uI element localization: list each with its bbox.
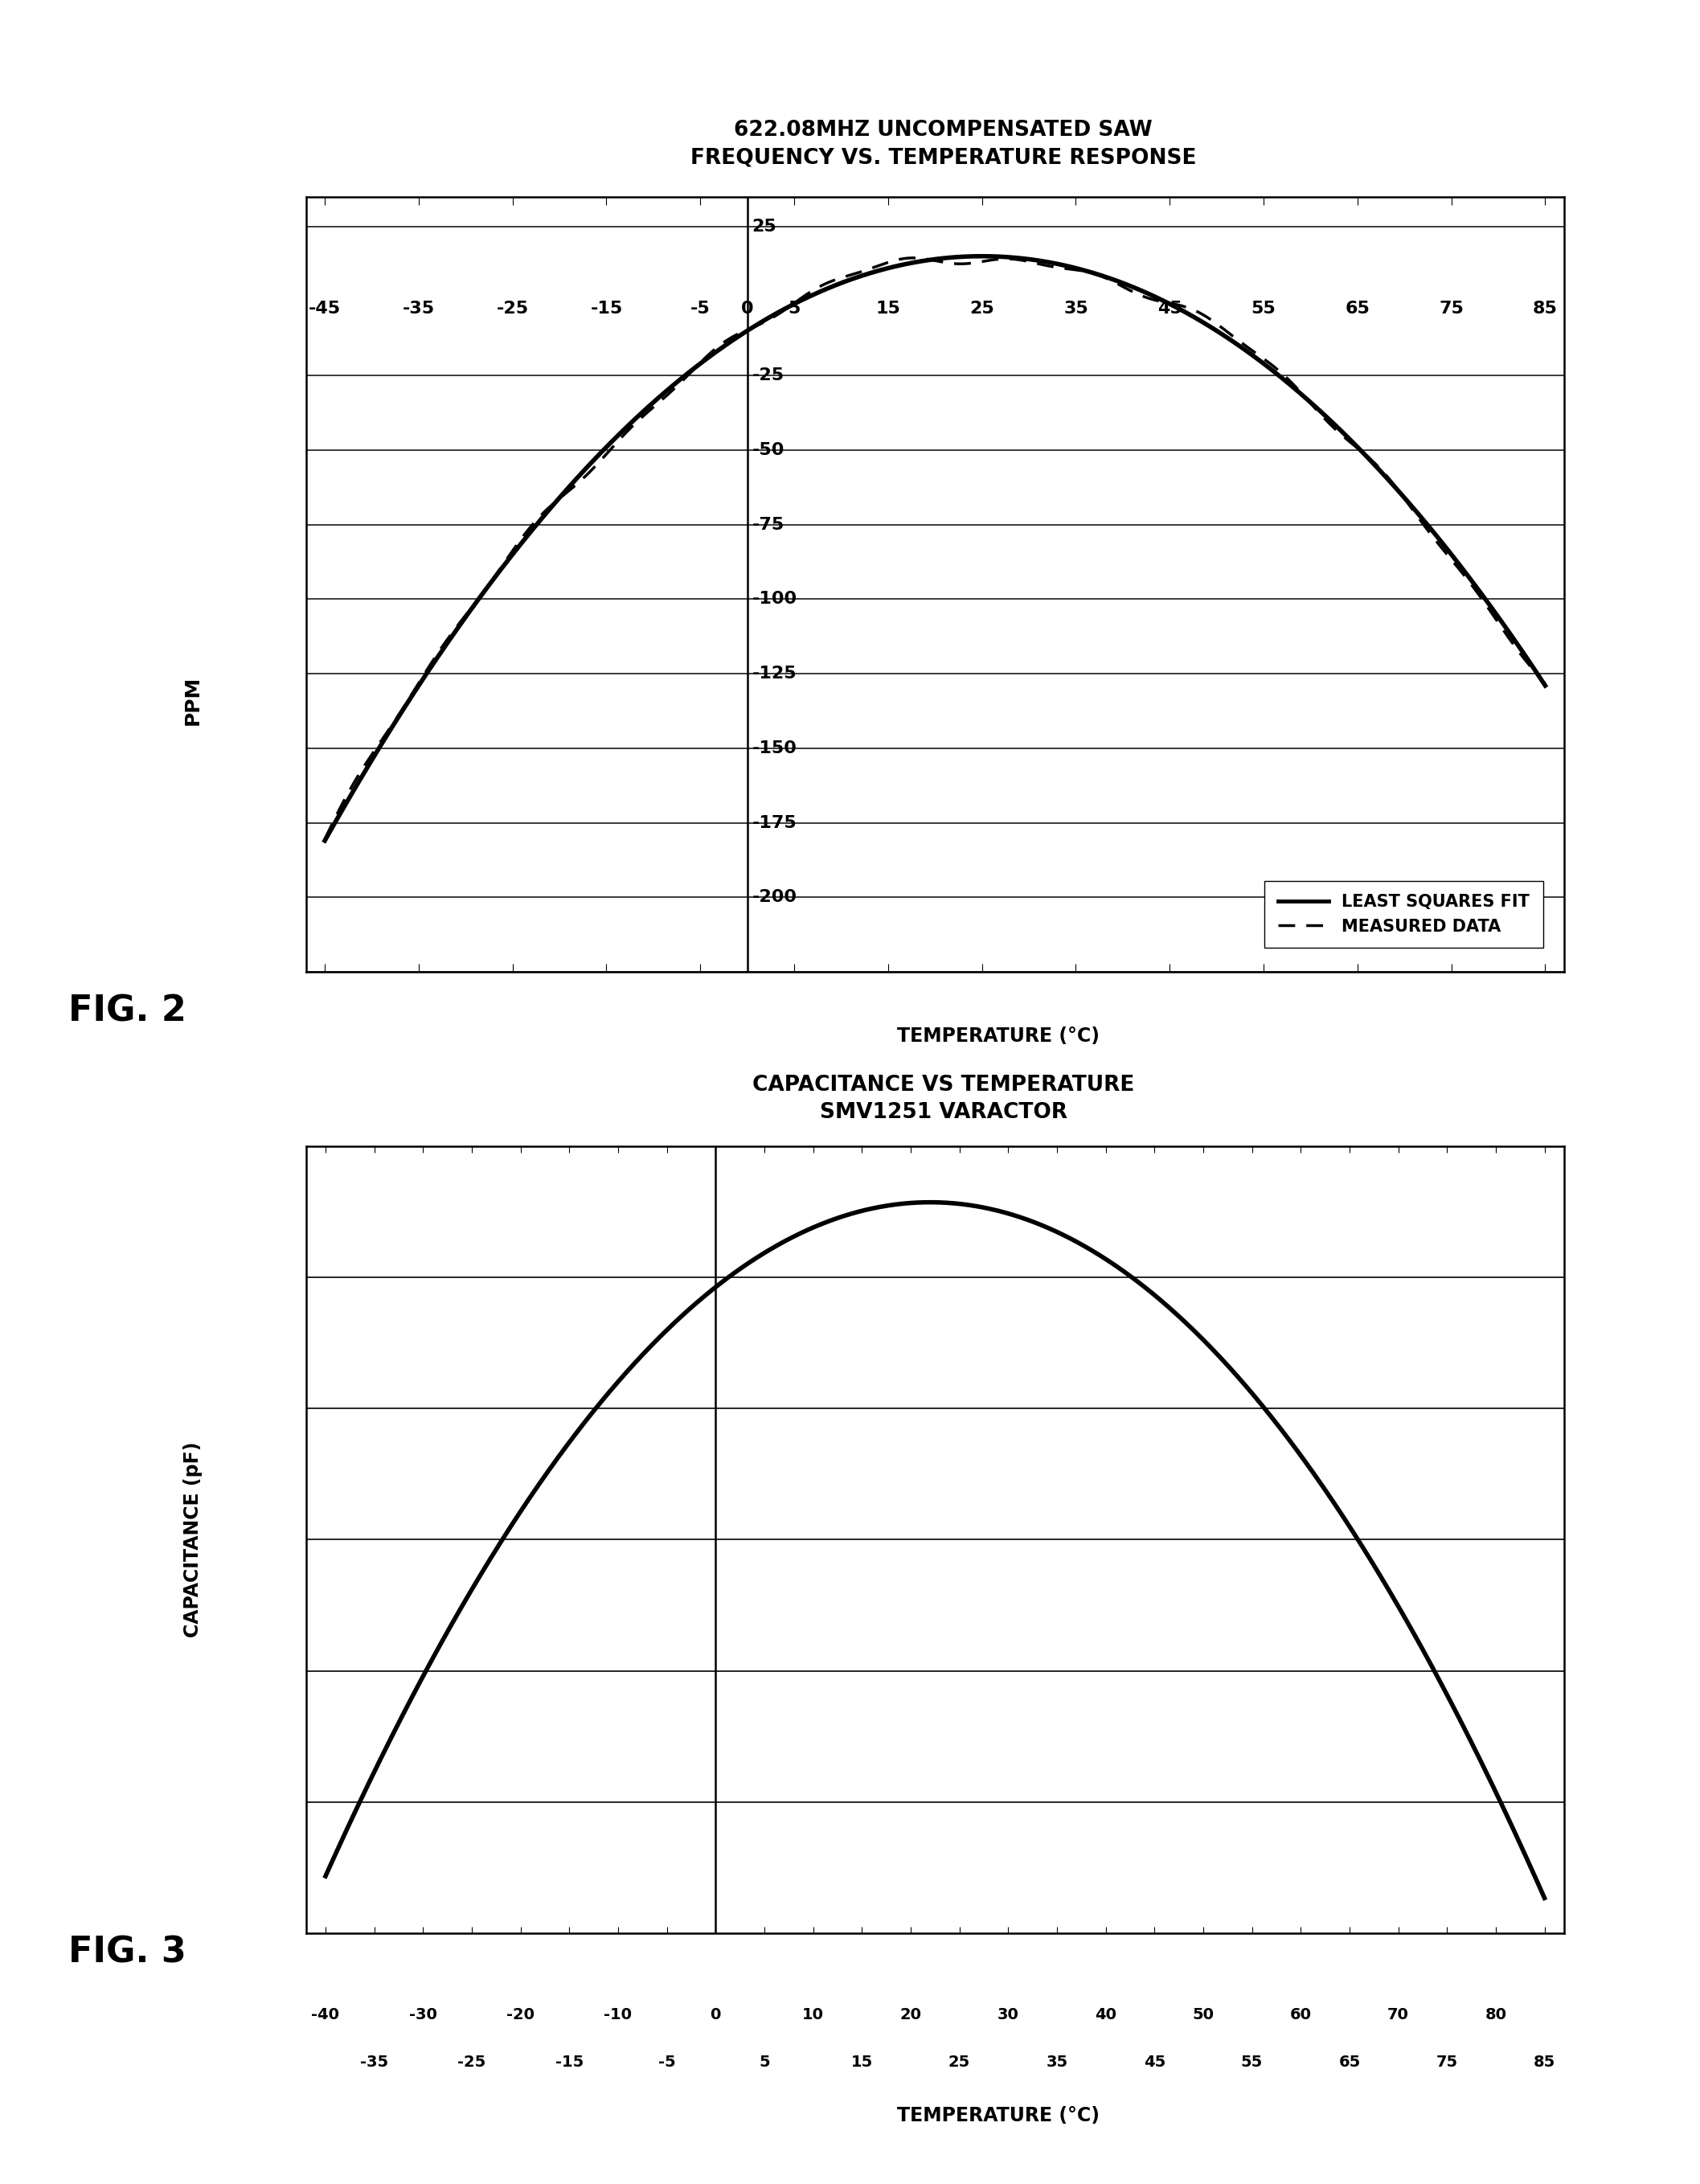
Text: 25: 25 (949, 2055, 971, 2070)
Text: -200: -200 (751, 889, 797, 906)
Text: -35: -35 (360, 2055, 388, 2070)
Text: 5: 5 (789, 301, 801, 317)
Text: 30: 30 (998, 2007, 1018, 2022)
Text: 622.08MHZ UNCOMPENSATED SAW
FREQUENCY VS. TEMPERATURE RESPONSE: 622.08MHZ UNCOMPENSATED SAW FREQUENCY VS… (690, 120, 1197, 168)
Text: 20: 20 (899, 2007, 921, 2022)
Text: -75: -75 (751, 518, 784, 533)
Text: -45: -45 (309, 301, 342, 317)
Text: 65: 65 (1338, 2055, 1360, 2070)
Text: -30: -30 (410, 2007, 437, 2022)
Text: 35: 35 (1046, 2055, 1068, 2070)
Text: 75: 75 (1436, 2055, 1459, 2070)
Text: TEMPERATURE (°C): TEMPERATURE (°C) (896, 1026, 1100, 1046)
Text: 55: 55 (1241, 2055, 1263, 2070)
Text: -10: -10 (604, 2007, 632, 2022)
Text: 25: 25 (751, 218, 777, 234)
Text: 85: 85 (1533, 301, 1557, 317)
Text: 15: 15 (852, 2055, 872, 2070)
Text: 75: 75 (1438, 301, 1464, 317)
Text: PPM: PPM (184, 675, 202, 725)
Text: -25: -25 (496, 301, 529, 317)
Text: FIG. 3: FIG. 3 (68, 1935, 185, 1970)
Text: 45: 45 (1144, 2055, 1166, 2070)
Text: 45: 45 (1158, 301, 1182, 317)
Text: -50: -50 (751, 441, 784, 459)
Text: 15: 15 (876, 301, 901, 317)
Text: 10: 10 (802, 2007, 825, 2022)
Legend: LEAST SQUARES FIT, MEASURED DATA: LEAST SQUARES FIT, MEASURED DATA (1265, 880, 1544, 948)
Text: -20: -20 (507, 2007, 534, 2022)
Text: 35: 35 (1064, 301, 1088, 317)
Text: -150: -150 (751, 740, 797, 756)
Text: -5: -5 (658, 2055, 675, 2070)
Text: -35: -35 (403, 301, 435, 317)
Text: 55: 55 (1251, 301, 1277, 317)
Text: 65: 65 (1345, 301, 1370, 317)
Text: FIG. 2: FIG. 2 (68, 994, 185, 1029)
Text: CAPACITANCE VS TEMPERATURE
SMV1251 VARACTOR: CAPACITANCE VS TEMPERATURE SMV1251 VARAC… (753, 1075, 1134, 1123)
Text: -25: -25 (457, 2055, 486, 2070)
Text: 60: 60 (1290, 2007, 1311, 2022)
Text: CAPACITANCE (pF): CAPACITANCE (pF) (184, 1441, 202, 1638)
Text: -15: -15 (590, 301, 622, 317)
Text: 40: 40 (1095, 2007, 1117, 2022)
Text: -40: -40 (311, 2007, 340, 2022)
Text: -100: -100 (751, 592, 797, 607)
Text: -5: -5 (690, 301, 711, 317)
Text: 70: 70 (1387, 2007, 1409, 2022)
Text: -25: -25 (751, 367, 784, 384)
Text: -175: -175 (751, 815, 797, 830)
Text: 85: 85 (1533, 2055, 1556, 2070)
Text: 80: 80 (1484, 2007, 1506, 2022)
Text: -15: -15 (556, 2055, 583, 2070)
Text: -125: -125 (751, 666, 797, 681)
Text: 0: 0 (711, 2007, 721, 2022)
Text: 25: 25 (969, 301, 995, 317)
Text: 0: 0 (741, 301, 753, 317)
Text: 50: 50 (1192, 2007, 1214, 2022)
Text: TEMPERATURE (°C): TEMPERATURE (°C) (896, 2105, 1100, 2125)
Text: 5: 5 (758, 2055, 770, 2070)
